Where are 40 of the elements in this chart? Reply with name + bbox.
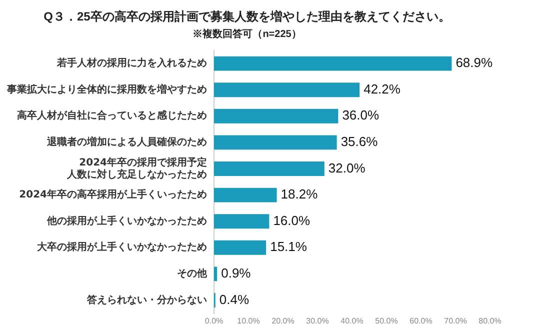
x-tick-label: 10.0% <box>237 316 260 326</box>
bar <box>214 162 324 176</box>
y-tick-label: 答えられない・分からない <box>86 294 207 306</box>
y-tick-label: 他の採用が上手くいかなかったため <box>46 214 207 227</box>
x-tick-label: 40.0% <box>340 316 364 326</box>
y-tick-label: 大卒の採用が上手くいかなかったため <box>36 241 207 254</box>
bar <box>214 82 360 98</box>
data-label: 68.9% <box>456 55 494 70</box>
data-label: 0.4% <box>219 292 250 307</box>
bar <box>214 56 452 71</box>
y-tick-label: 退職者の増加による人員確保のため <box>46 136 207 148</box>
chart-subtitle: ※複数回答可（n=225） <box>192 28 302 40</box>
y-tick-label: 2024年卒の高卒採用が上手くいったため <box>19 188 207 201</box>
bar <box>214 188 277 202</box>
data-label: 32.0% <box>328 160 366 176</box>
x-tick-label: 0.0% <box>204 316 224 326</box>
y-tick-label: 2024年卒の採用で採用予定人数に対し充足しなかったため <box>66 156 207 180</box>
y-tick-label: 高卒人材が自社に合っていると感じたため <box>17 110 207 122</box>
x-tick-label: 70.0% <box>444 316 467 326</box>
x-tick-label: 20.0% <box>272 316 294 326</box>
bar <box>214 108 338 124</box>
y-tick-label: その他 <box>177 268 208 280</box>
data-label: 35.6% <box>340 134 378 150</box>
chart-title: Q３．25卒の高卒の採用計画で募集人数を増やした理由を教えてください。 <box>44 10 450 24</box>
bar <box>214 266 218 282</box>
data-label: 0.9% <box>221 266 252 281</box>
data-label: 18.2% <box>280 186 318 202</box>
y-tick-label: 若手人材の採用に力を入れるため <box>56 57 207 70</box>
bar <box>214 214 270 229</box>
data-label: 36.0% <box>342 108 380 123</box>
y-tick-label: 事業拡大により全体的に採用数を増やすため <box>6 83 207 96</box>
x-tick-label: 60.0% <box>410 316 432 326</box>
data-label: 42.2% <box>364 81 401 96</box>
x-tick-label: 50.0% <box>375 316 398 326</box>
bar <box>214 240 266 255</box>
bar <box>214 135 337 150</box>
x-tick-label: 30.0% <box>306 316 329 326</box>
data-label: 15.1% <box>270 239 308 254</box>
data-label: 16.0% <box>273 212 310 228</box>
x-tick-label: 80.0% <box>478 316 502 326</box>
